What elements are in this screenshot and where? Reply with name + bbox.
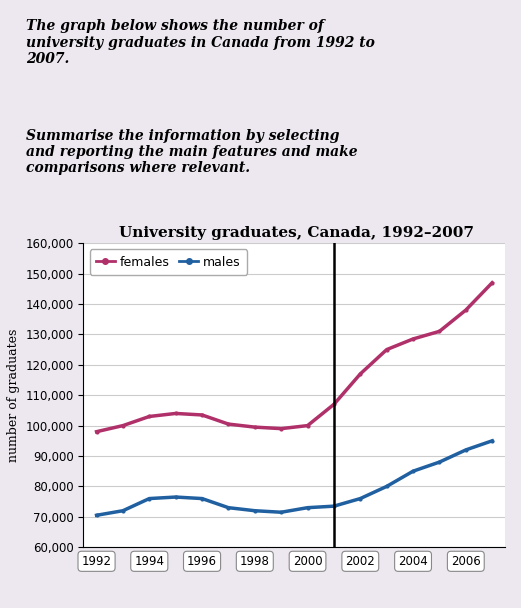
Text: 1994: 1994 xyxy=(134,554,164,568)
Text: 1996: 1996 xyxy=(187,554,217,568)
Text: 1992: 1992 xyxy=(82,554,111,568)
Y-axis label: number of graduates: number of graduates xyxy=(7,328,20,462)
Text: Summarise the information by selecting
and reporting the main features and make
: Summarise the information by selecting a… xyxy=(26,129,358,175)
Text: The graph below shows the number of
university graduates in Canada from 1992 to
: The graph below shows the number of univ… xyxy=(26,19,375,66)
Text: 2004: 2004 xyxy=(398,554,428,568)
Text: 2000: 2000 xyxy=(293,554,322,568)
Text: 2002: 2002 xyxy=(345,554,375,568)
Text: University graduates, Canada, 1992–2007: University graduates, Canada, 1992–2007 xyxy=(119,226,475,240)
Text: 2006: 2006 xyxy=(451,554,481,568)
Legend: females, males: females, males xyxy=(90,249,247,275)
Text: 1998: 1998 xyxy=(240,554,270,568)
